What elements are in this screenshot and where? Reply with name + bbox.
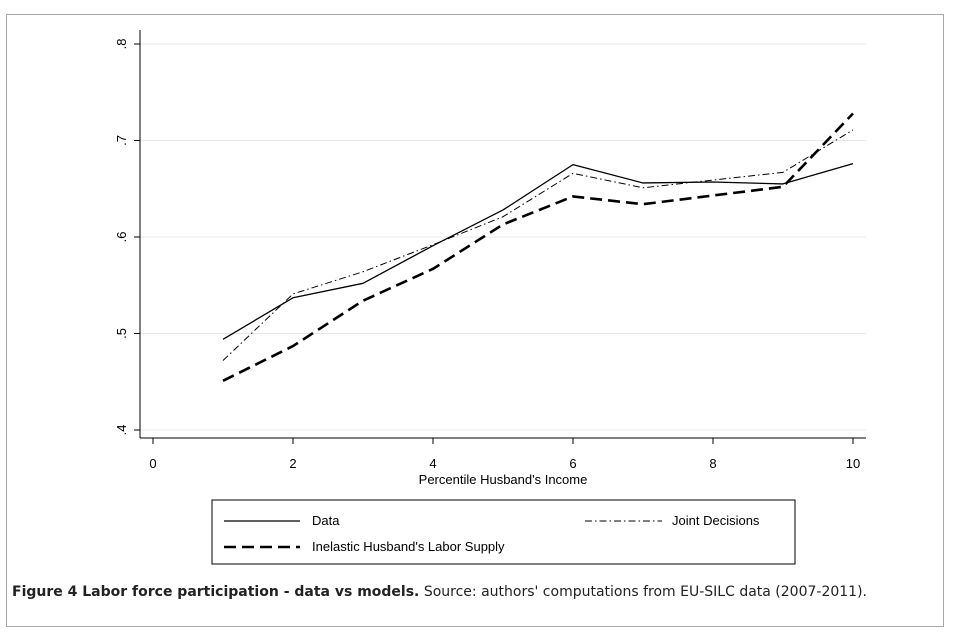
series-line-data: [222, 163, 854, 340]
tick-marks: .4 .5 .6 .7 .8 0 2 4 6 8 10: [114, 39, 860, 471]
y-tick-label: .8: [114, 39, 129, 50]
x-tick-label: 4: [429, 456, 436, 471]
legend: Data Joint Decisions Inelastic Husband's…: [211, 499, 796, 565]
figure-caption: Figure 4 Labor force participation - dat…: [12, 582, 942, 603]
y-tick-label: .6: [114, 232, 129, 243]
y-tick-label: .7: [114, 135, 129, 146]
line-chart: .4 .5 .6 .7 .8 0 2 4 6 8 10 Percentile Husband's I…: [114, 30, 866, 565]
x-axis-title: Percentile Husband's Income: [419, 472, 588, 487]
grid-lines: [140, 43, 866, 431]
y-tick-label: .5: [114, 328, 129, 339]
series-line-inelastic-husband-s-labor-supply: [222, 112, 854, 382]
caption-text: Source: authors' computations from EU-SI…: [423, 584, 867, 600]
x-tick-label: 8: [709, 456, 716, 471]
x-tick-label: 0: [149, 456, 156, 471]
x-tick-label: 10: [846, 456, 860, 471]
x-tick-label: 6: [569, 456, 576, 471]
caption-label: Figure 4 Labor force participation - dat…: [12, 584, 420, 600]
axes: [139, 30, 866, 439]
y-tick-label: .4: [114, 425, 129, 436]
series-line-joint-decisions: [222, 129, 854, 361]
x-tick-label: 2: [289, 456, 296, 471]
legend-label-joint-decisions: Joint Decisions: [672, 513, 760, 528]
legend-label-inelastic: Inelastic Husband's Labor Supply: [312, 539, 505, 554]
legend-box: [211, 499, 796, 565]
legend-label-data: Data: [312, 513, 340, 528]
series-lines: [222, 112, 854, 382]
